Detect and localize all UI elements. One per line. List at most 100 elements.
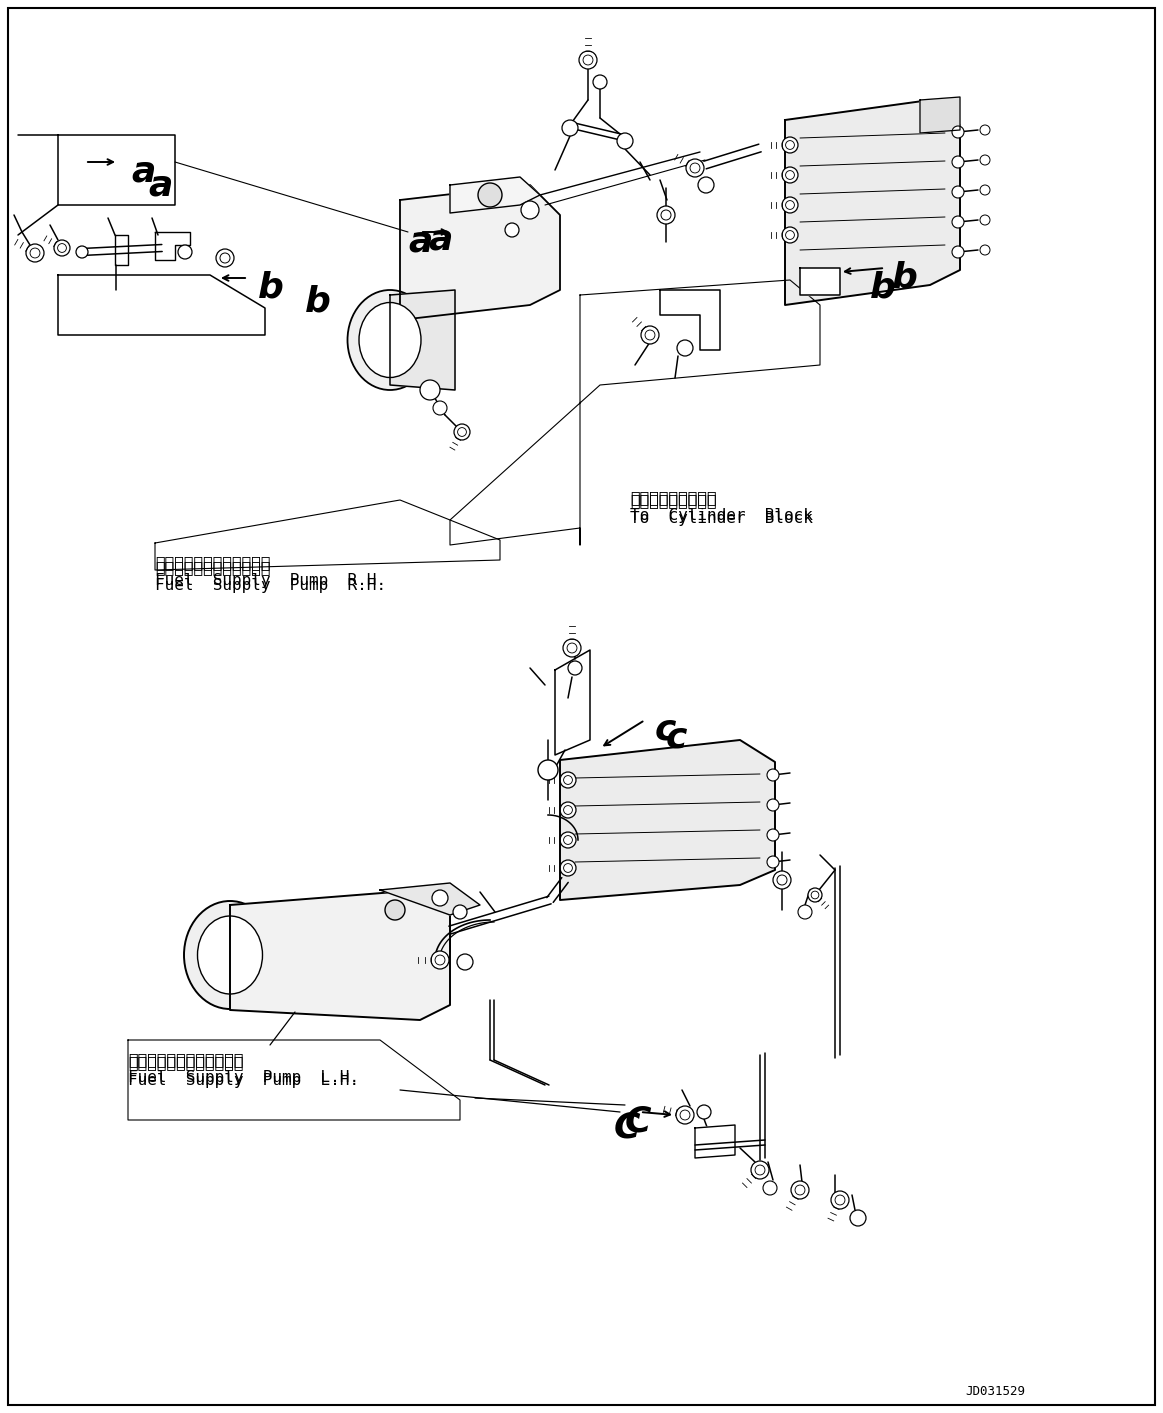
Circle shape <box>661 211 671 220</box>
Circle shape <box>680 1111 690 1121</box>
Text: c: c <box>666 721 687 755</box>
Circle shape <box>178 244 192 259</box>
Polygon shape <box>230 890 450 1020</box>
Text: JD031529: JD031529 <box>965 1385 1025 1397</box>
Circle shape <box>641 326 659 343</box>
Circle shape <box>782 137 798 153</box>
Circle shape <box>686 160 704 177</box>
Text: フェルサプライポンプ　左: フェルサプライポンプ 左 <box>128 1056 243 1070</box>
Text: C: C <box>614 1111 641 1145</box>
Circle shape <box>562 120 578 136</box>
Circle shape <box>791 1181 809 1200</box>
Circle shape <box>980 215 990 225</box>
Circle shape <box>690 162 700 172</box>
Circle shape <box>433 401 447 415</box>
Text: a: a <box>148 168 172 202</box>
Circle shape <box>216 249 234 267</box>
Text: c: c <box>655 712 677 746</box>
Circle shape <box>568 643 577 653</box>
Circle shape <box>952 187 964 198</box>
Circle shape <box>698 177 714 194</box>
Text: b: b <box>892 260 918 294</box>
Circle shape <box>385 900 405 920</box>
Polygon shape <box>58 276 265 335</box>
Text: Fuel  Supply  Pump  R.H.: Fuel Supply Pump R.H. <box>155 574 386 588</box>
Text: Fuel  Supply  Pump  L.H.: Fuel Supply Pump L.H. <box>128 1072 359 1088</box>
Circle shape <box>431 890 448 906</box>
Circle shape <box>785 171 794 179</box>
Circle shape <box>564 835 572 845</box>
Circle shape <box>785 201 794 209</box>
Ellipse shape <box>348 290 433 390</box>
Circle shape <box>538 760 558 780</box>
Polygon shape <box>400 185 561 319</box>
Circle shape <box>457 954 473 969</box>
Circle shape <box>431 951 449 969</box>
Polygon shape <box>155 500 500 569</box>
Circle shape <box>697 1105 711 1119</box>
Polygon shape <box>58 136 174 205</box>
Circle shape <box>768 769 779 781</box>
Polygon shape <box>450 280 820 545</box>
Ellipse shape <box>184 901 276 1009</box>
Polygon shape <box>561 740 775 900</box>
Circle shape <box>645 331 655 341</box>
Circle shape <box>30 249 40 259</box>
Circle shape <box>782 227 798 243</box>
Circle shape <box>53 240 70 256</box>
Polygon shape <box>800 268 840 295</box>
Circle shape <box>457 428 466 437</box>
Polygon shape <box>785 100 959 305</box>
Circle shape <box>561 861 576 876</box>
Circle shape <box>751 1161 769 1178</box>
Ellipse shape <box>359 302 421 377</box>
Circle shape <box>568 661 582 675</box>
Circle shape <box>564 776 572 784</box>
Text: To  Cylinder  Block: To Cylinder Block <box>630 512 813 526</box>
Polygon shape <box>155 232 190 260</box>
Polygon shape <box>555 650 590 755</box>
Circle shape <box>850 1210 866 1226</box>
Circle shape <box>505 223 519 237</box>
Circle shape <box>777 875 787 885</box>
Polygon shape <box>380 883 480 916</box>
Circle shape <box>593 75 607 89</box>
Circle shape <box>564 863 572 872</box>
Text: a: a <box>408 225 433 259</box>
Circle shape <box>561 832 576 848</box>
Circle shape <box>952 155 964 168</box>
Circle shape <box>768 829 779 841</box>
Circle shape <box>785 230 794 239</box>
Circle shape <box>768 798 779 811</box>
Text: C: C <box>625 1104 651 1137</box>
Text: シリンダブロックへ: シリンダブロックへ <box>630 490 716 504</box>
Circle shape <box>952 216 964 227</box>
Ellipse shape <box>198 916 263 993</box>
Circle shape <box>579 51 597 69</box>
Text: b: b <box>870 270 896 304</box>
Circle shape <box>782 167 798 184</box>
Circle shape <box>521 201 538 219</box>
Circle shape <box>420 380 440 400</box>
Circle shape <box>454 424 470 439</box>
Polygon shape <box>128 1040 461 1121</box>
Circle shape <box>676 1106 694 1123</box>
Circle shape <box>798 904 812 918</box>
Circle shape <box>808 887 822 901</box>
Circle shape <box>478 184 502 206</box>
Circle shape <box>980 185 990 195</box>
Circle shape <box>763 1181 777 1195</box>
Text: シリンダブロックへ: シリンダブロックへ <box>630 493 716 509</box>
Circle shape <box>220 253 230 263</box>
Text: フェルサプライポンプ　右: フェルサプライポンプ 右 <box>155 555 271 569</box>
Circle shape <box>768 856 779 868</box>
Circle shape <box>980 244 990 254</box>
Circle shape <box>782 196 798 213</box>
Polygon shape <box>920 97 959 133</box>
Circle shape <box>785 141 794 150</box>
Circle shape <box>657 206 675 225</box>
Polygon shape <box>659 290 720 350</box>
Circle shape <box>980 124 990 136</box>
Circle shape <box>583 55 593 65</box>
Circle shape <box>811 892 819 899</box>
